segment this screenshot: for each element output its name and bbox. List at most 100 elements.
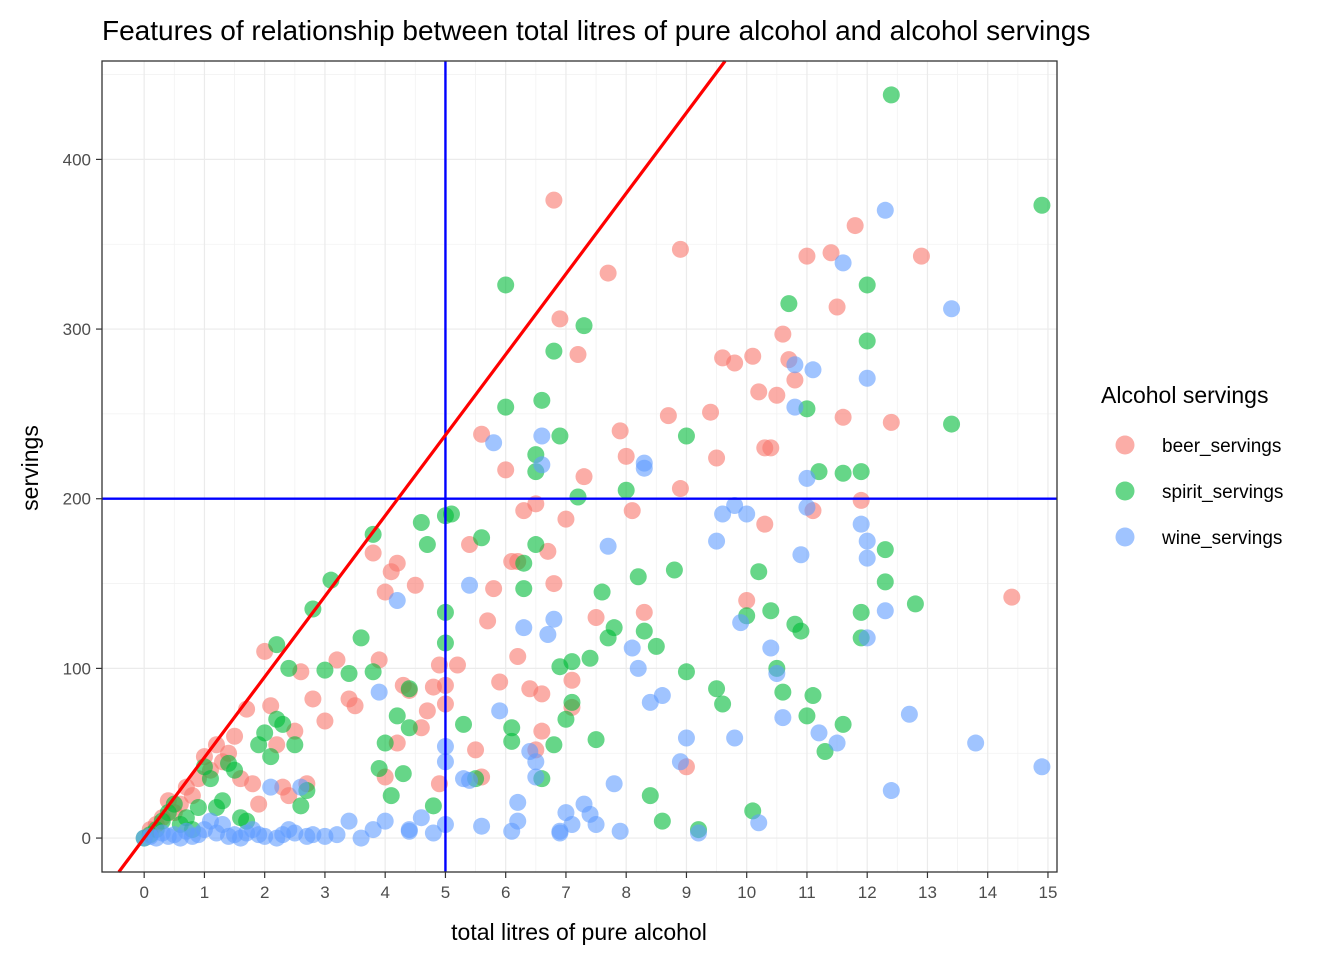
data-point-wine-servings [461,576,479,594]
legend-key-spirit-servings [1115,481,1135,501]
data-point-wine-servings [671,753,689,771]
legend-key-wine-servings [1115,527,1135,547]
data-point-spirit-servings [370,760,388,778]
x-tick-label: 12 [858,883,877,902]
data-point-beer-servings [750,383,768,401]
data-point-spirit-servings [641,787,659,805]
data-point-wine-servings [599,537,617,555]
data-point-spirit-servings [876,541,894,559]
data-points [135,86,1051,847]
data-point-wine-servings [635,459,653,477]
data-point-wine-servings [328,826,346,844]
data-point-wine-servings [424,824,442,842]
data-point-beer-servings [316,712,334,730]
data-point-beer-servings [822,244,840,262]
data-point-beer-servings [563,671,581,689]
data-point-spirit-servings [340,664,358,682]
data-point-wine-servings [689,824,707,842]
y-tick-label: 0 [82,829,91,848]
data-point-spirit-servings [412,513,430,531]
data-point-spirit-servings [364,663,382,681]
data-point-spirit-servings [858,276,876,294]
x-tick-label: 2 [260,883,269,902]
data-point-beer-servings [545,191,563,209]
data-point-spirit-servings [876,573,894,591]
data-point-beer-servings [846,217,864,235]
data-point-spirit-servings [882,86,900,104]
data-point-wine-servings [551,822,569,840]
x-tick-label: 15 [1039,883,1058,902]
data-point-wine-servings [262,778,280,796]
data-point-spirit-servings [708,680,726,698]
y-tick-label: 200 [63,490,91,509]
data-point-spirit-servings [774,683,792,701]
data-point-wine-servings [623,639,641,657]
x-tick-label: 3 [320,883,329,902]
data-point-spirit-servings [424,797,442,815]
data-point-beer-servings [744,347,762,365]
plot-border [101,60,1058,873]
data-point-wine-servings [943,300,961,318]
data-point-spirit-servings [617,481,635,499]
data-point-spirit-servings [442,505,460,523]
data-point-spirit-servings [906,595,924,613]
data-point-beer-servings [497,461,515,479]
data-point-spirit-servings [201,770,219,788]
data-point-spirit-servings [503,732,521,750]
data-point-beer-servings [569,346,587,364]
data-point-wine-servings [726,729,744,747]
data-point-beer-servings [376,583,394,601]
x-tick-label: 8 [621,883,630,902]
data-point-spirit-servings [497,276,515,294]
diagonal-reference-line [117,60,727,873]
data-point-wine-servings [852,515,870,533]
data-point-beer-servings [533,685,551,703]
data-point-beer-servings [533,722,551,740]
data-point-spirit-servings [804,687,822,705]
data-point-wine-servings [370,683,388,701]
x-tick-label: 11 [798,883,816,902]
data-point-spirit-servings [533,391,551,409]
data-point-beer-servings [756,515,774,533]
data-point-beer-servings [328,651,346,669]
data-point-spirit-servings [575,317,593,335]
data-point-beer-servings [587,609,605,627]
data-point-wine-servings [858,532,876,550]
data-point-spirit-servings [527,536,545,554]
y-tick-label: 100 [63,659,91,678]
data-point-spirit-servings [400,719,418,737]
data-point-spirit-servings [497,398,515,416]
data-point-spirit-servings [647,637,665,655]
data-point-wine-servings [412,809,430,827]
data-point-wine-servings [858,369,876,387]
data-point-beer-servings [485,580,503,598]
data-point-spirit-servings [274,715,292,733]
data-point-spirit-servings [388,707,406,725]
data-point-spirit-servings [816,743,834,761]
data-point-beer-servings [828,298,846,316]
x-tick-label: 14 [978,883,997,902]
data-point-spirit-servings [665,561,683,579]
data-point-beer-servings [798,247,816,265]
data-point-spirit-servings [563,693,581,711]
y-tick-label: 400 [63,150,91,169]
data-point-beer-servings [250,795,268,813]
y-tick-label: 300 [63,320,91,339]
data-point-spirit-servings [226,761,244,779]
data-point-spirit-servings [780,295,798,313]
data-point-beer-servings [599,264,617,282]
data-point-spirit-servings [418,536,436,554]
data-point-wine-servings [527,753,545,771]
y-axis: 0 100 200 300 400 [63,150,102,848]
data-point-beer-servings [346,697,364,715]
data-point-spirit-servings [268,636,286,654]
data-point-beer-servings [852,491,870,509]
data-point-beer-servings [623,502,641,520]
data-point-wine-servings [539,625,557,643]
data-point-beer-servings [834,408,852,426]
data-point-beer-servings [611,422,629,440]
data-point-wine-servings [509,812,527,830]
data-point-beer-servings [430,656,448,674]
chart-title: Features of relationship between total l… [102,15,1090,46]
legend-title: Alcohol servings [1101,382,1268,408]
